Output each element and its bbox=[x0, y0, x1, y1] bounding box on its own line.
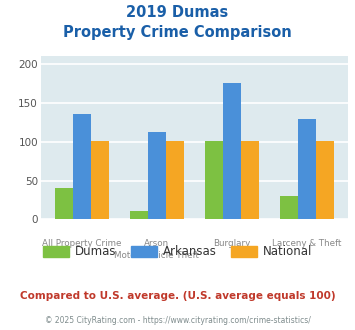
Bar bbox=[130, 211, 148, 219]
Bar bbox=[280, 196, 298, 219]
Bar bbox=[91, 141, 109, 219]
Text: All Property Crime: All Property Crime bbox=[42, 239, 122, 248]
Bar bbox=[55, 188, 73, 219]
Bar bbox=[166, 141, 184, 219]
Bar bbox=[148, 132, 166, 219]
Legend: Dumas, Arkansas, National: Dumas, Arkansas, National bbox=[38, 241, 317, 263]
Text: Motor Vehicle Theft: Motor Vehicle Theft bbox=[114, 251, 200, 260]
Text: © 2025 CityRating.com - https://www.cityrating.com/crime-statistics/: © 2025 CityRating.com - https://www.city… bbox=[45, 316, 310, 325]
Bar bbox=[298, 119, 316, 219]
Text: Property Crime Comparison: Property Crime Comparison bbox=[63, 25, 292, 40]
Text: Larceny & Theft: Larceny & Theft bbox=[272, 239, 342, 248]
Bar bbox=[241, 141, 259, 219]
Text: Compared to U.S. average. (U.S. average equals 100): Compared to U.S. average. (U.S. average … bbox=[20, 291, 335, 301]
Bar bbox=[205, 141, 223, 219]
Text: Arson: Arson bbox=[144, 239, 169, 248]
Bar bbox=[316, 141, 334, 219]
Text: Burglary: Burglary bbox=[213, 239, 250, 248]
Text: 2019 Dumas: 2019 Dumas bbox=[126, 5, 229, 20]
Bar bbox=[73, 115, 91, 219]
Bar bbox=[223, 82, 241, 219]
